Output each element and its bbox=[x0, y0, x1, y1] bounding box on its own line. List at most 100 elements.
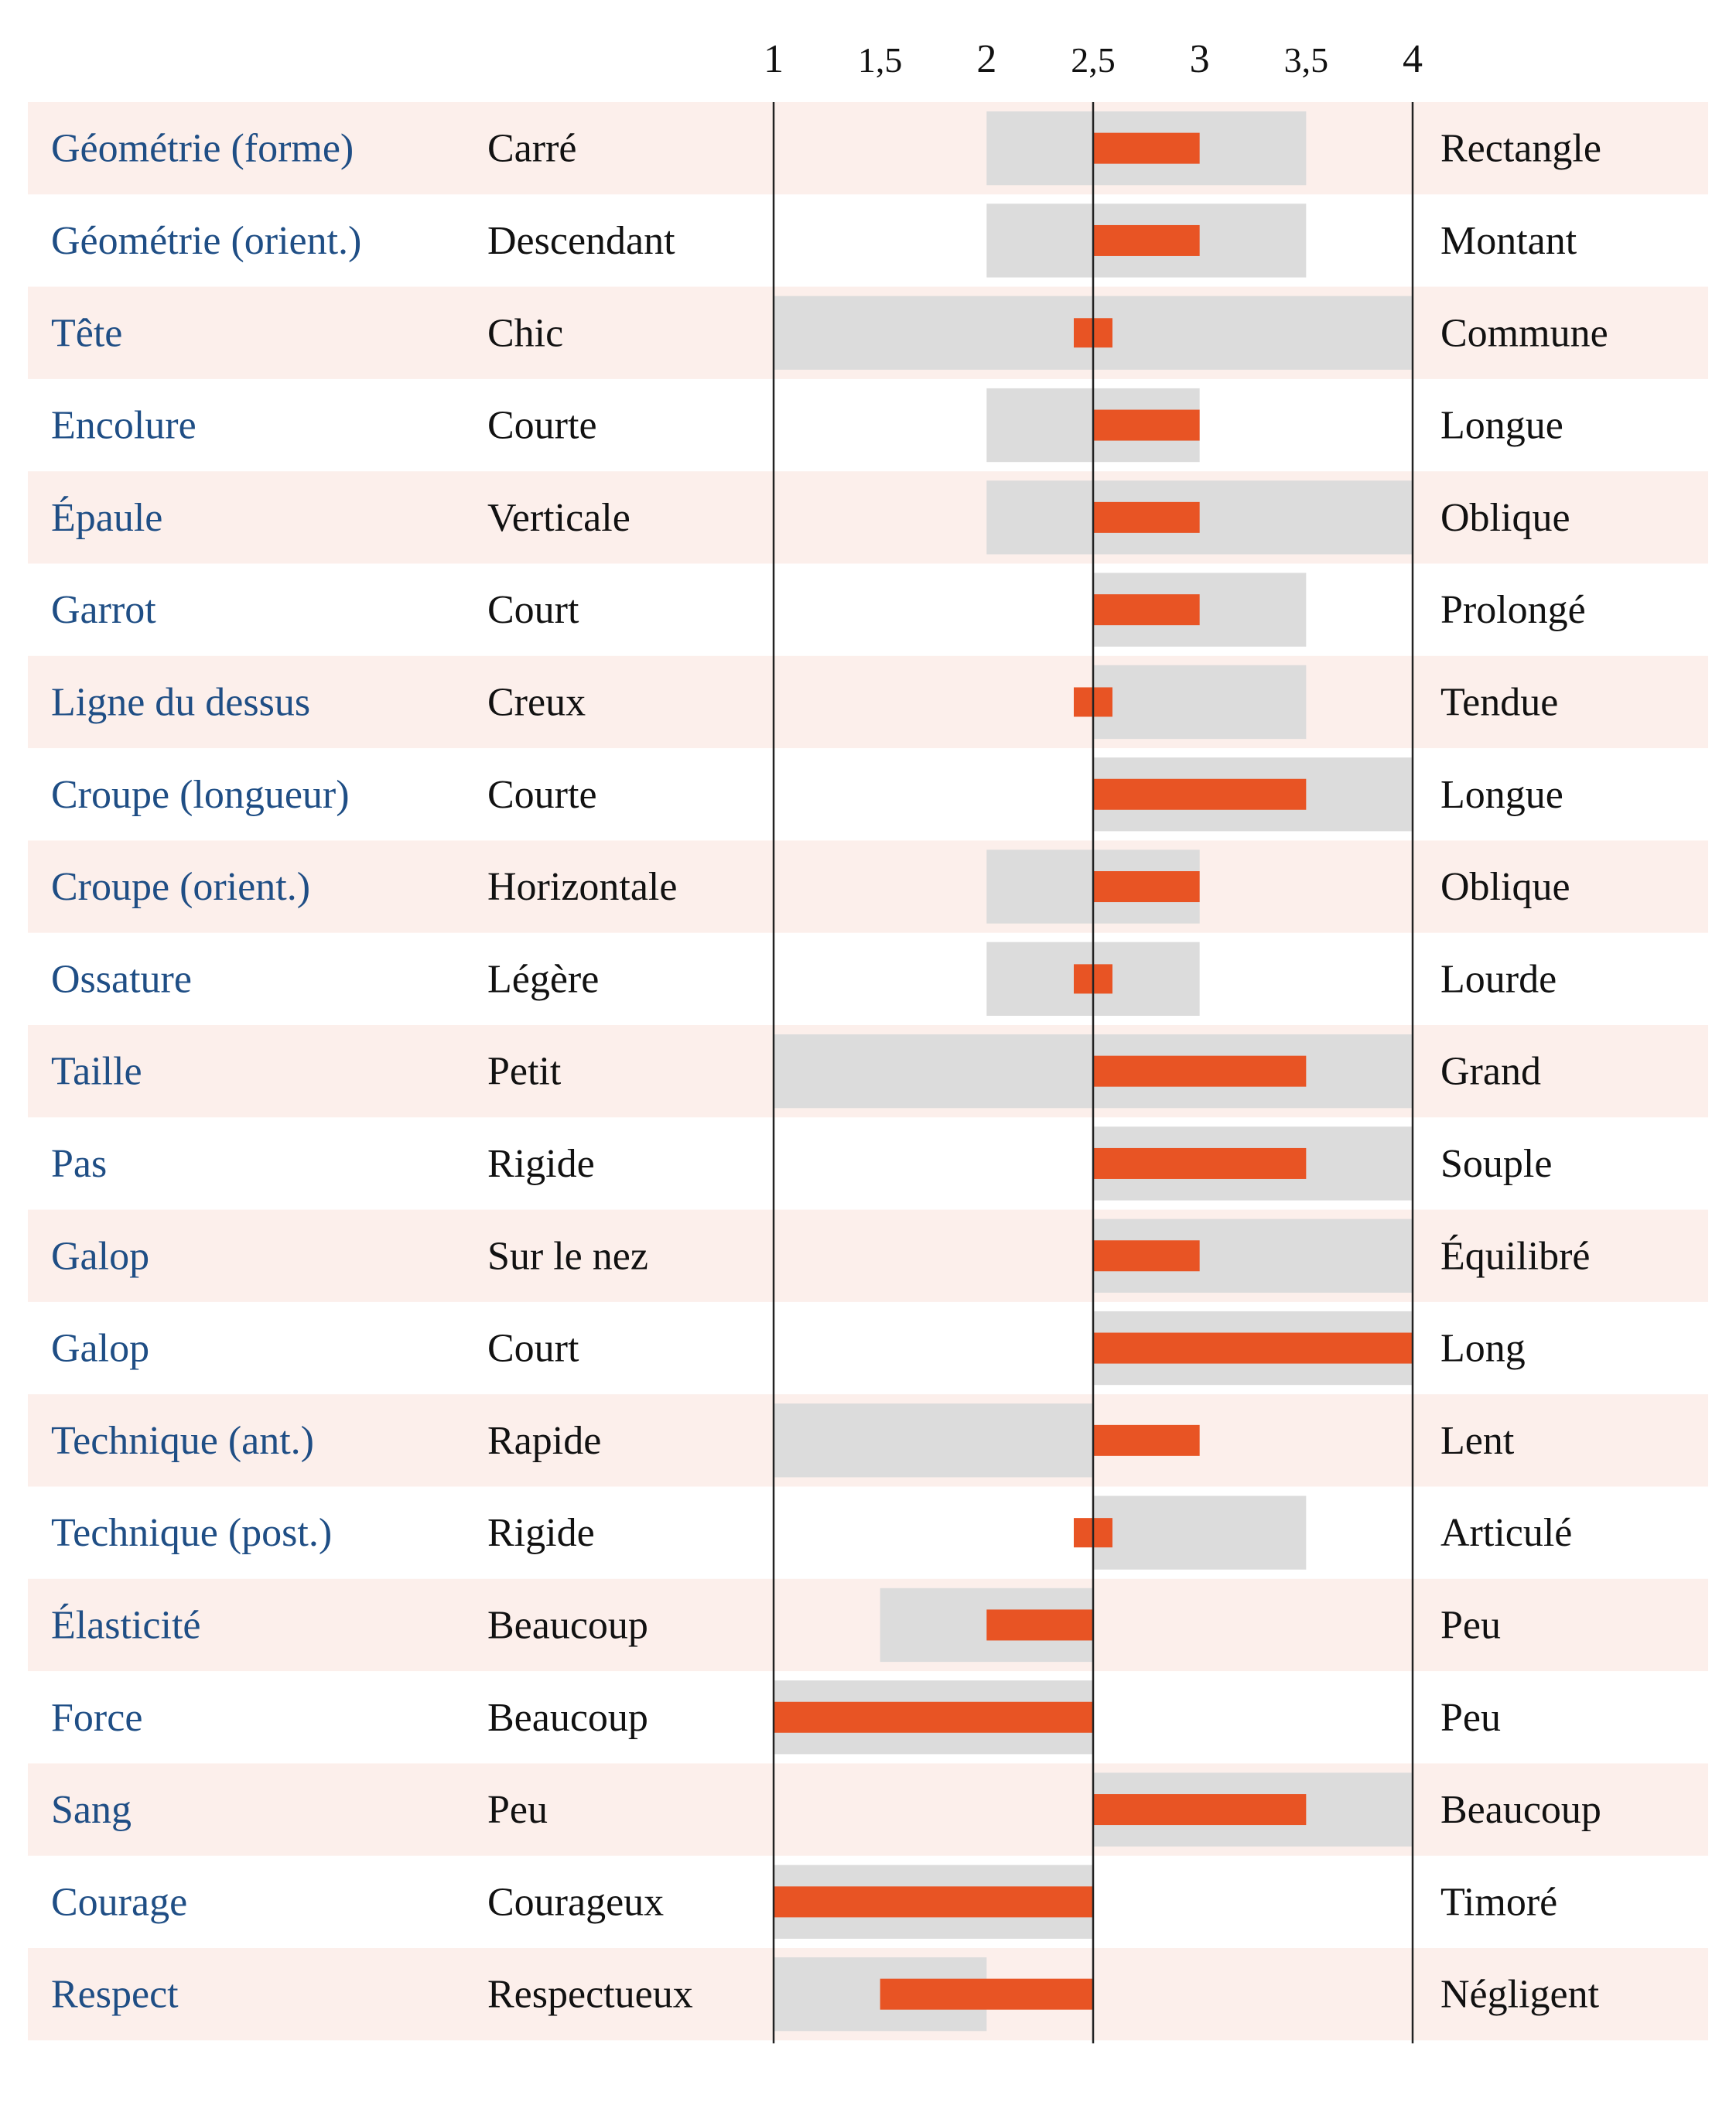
tick-label: 2 bbox=[976, 37, 996, 81]
range-bar bbox=[1093, 665, 1307, 740]
tick-label: 1 bbox=[764, 37, 784, 81]
trait-label: Force bbox=[51, 1696, 142, 1740]
left-extreme-label: Courageux bbox=[487, 1880, 664, 1924]
value-bar bbox=[1093, 871, 1200, 903]
trait-label: Taille bbox=[51, 1050, 142, 1094]
left-extreme-label: Horizontale bbox=[487, 865, 677, 909]
axis-lines bbox=[772, 102, 1414, 2044]
range-bar bbox=[1093, 1495, 1307, 1570]
trait-label: Ossature bbox=[51, 957, 192, 1001]
trait-label: Courage bbox=[51, 1880, 187, 1924]
left-extreme-label: Chic bbox=[487, 311, 563, 355]
left-extreme-label: Creux bbox=[487, 680, 586, 724]
left-extreme-label: Courte bbox=[487, 404, 597, 448]
right-extreme-label: Négligent bbox=[1440, 1973, 1600, 2017]
trait-label: Pas bbox=[51, 1142, 107, 1186]
range-bar bbox=[774, 1403, 1093, 1478]
row-band bbox=[28, 840, 1708, 933]
left-extreme-label: Beaucoup bbox=[487, 1696, 648, 1740]
value-bars bbox=[774, 132, 1413, 2010]
left-extreme-label: Sur le nez bbox=[487, 1234, 648, 1278]
trait-label: Croupe (orient.) bbox=[51, 865, 310, 909]
right-extreme-label: Rectangle bbox=[1440, 127, 1601, 171]
left-extreme-label: Respectueux bbox=[487, 1973, 693, 2017]
left-extreme-label: Rapide bbox=[487, 1419, 601, 1463]
trait-label: Galop bbox=[51, 1327, 149, 1371]
left-extreme-label: Courte bbox=[487, 773, 597, 817]
tick-labels: 1 1,5 2 2,5 3 3,5 4 bbox=[764, 37, 1423, 81]
left-extreme-label: Carré bbox=[487, 127, 576, 171]
right-extreme-label: Oblique bbox=[1440, 496, 1570, 540]
row-band bbox=[28, 471, 1708, 564]
value-bar bbox=[880, 1978, 1093, 2010]
value-bar bbox=[1093, 778, 1307, 810]
trait-label: Ligne du dessus bbox=[51, 680, 310, 724]
row-labels: Géométrie (forme) Carré Rectangle Géométrie… bbox=[51, 127, 1608, 2017]
value-bar bbox=[1093, 1424, 1200, 1456]
value-bar bbox=[1093, 1147, 1307, 1179]
left-extreme-label: Petit bbox=[487, 1050, 562, 1094]
right-extreme-label: Articulé bbox=[1440, 1511, 1572, 1555]
right-extreme-label: Commune bbox=[1440, 311, 1608, 355]
trait-label: Élasticité bbox=[51, 1602, 200, 1647]
trait-label: Technique (ant.) bbox=[51, 1419, 314, 1463]
trait-label: Technique (post.) bbox=[51, 1511, 332, 1555]
value-bar bbox=[986, 1609, 1093, 1641]
right-extreme-label: Longue bbox=[1440, 773, 1563, 817]
left-extreme-label: Court bbox=[487, 588, 579, 632]
trait-label: Tête bbox=[51, 311, 122, 355]
value-bar bbox=[1093, 1240, 1200, 1272]
right-extreme-label: Timoré bbox=[1440, 1880, 1557, 1924]
tick-label: 3,5 bbox=[1284, 40, 1329, 80]
tick-label: 1,5 bbox=[858, 40, 903, 80]
row-band bbox=[28, 655, 1708, 749]
value-bar bbox=[1093, 132, 1200, 164]
right-extreme-label: Montant bbox=[1440, 219, 1577, 263]
value-bar bbox=[774, 1886, 1093, 1918]
left-extreme-label: Beaucoup bbox=[487, 1603, 648, 1647]
trait-label: Garrot bbox=[51, 588, 156, 632]
value-bar bbox=[774, 1701, 1093, 1733]
row-band bbox=[28, 1578, 1708, 1672]
left-extreme-label: Rigide bbox=[487, 1511, 595, 1555]
row-band bbox=[28, 102, 1708, 195]
left-extreme-label: Verticale bbox=[487, 496, 630, 540]
trait-label: Géométrie (orient.) bbox=[51, 219, 361, 263]
right-extreme-label: Souple bbox=[1440, 1142, 1552, 1186]
right-extreme-label: Prolongé bbox=[1440, 588, 1586, 632]
right-extreme-label: Peu bbox=[1440, 1696, 1501, 1740]
left-extreme-label: Descendant bbox=[487, 219, 675, 263]
row-band bbox=[28, 1763, 1708, 1856]
trait-label: Galop bbox=[51, 1234, 149, 1278]
trait-label: Encolure bbox=[51, 404, 196, 448]
value-bar bbox=[1093, 501, 1200, 533]
value-bar bbox=[1093, 1055, 1307, 1087]
right-extreme-label: Oblique bbox=[1440, 865, 1570, 909]
right-extreme-label: Longue bbox=[1440, 404, 1563, 448]
right-extreme-label: Équilibré bbox=[1440, 1233, 1591, 1278]
row-band bbox=[28, 1209, 1708, 1302]
left-extreme-label: Rigide bbox=[487, 1142, 595, 1186]
value-bar bbox=[1093, 224, 1200, 256]
left-extreme-label: Court bbox=[487, 1327, 579, 1371]
tick-label: 4 bbox=[1403, 37, 1423, 81]
trait-label: Sang bbox=[51, 1788, 132, 1832]
value-bar bbox=[1093, 1332, 1413, 1364]
left-extreme-label: Peu bbox=[487, 1788, 548, 1832]
value-bar bbox=[1093, 594, 1200, 626]
right-extreme-label: Long bbox=[1440, 1327, 1526, 1371]
tick-label: 3 bbox=[1190, 37, 1210, 81]
right-extreme-label: Lourde bbox=[1440, 957, 1557, 1001]
value-bar bbox=[1093, 1794, 1307, 1826]
tick-label: 2,5 bbox=[1071, 40, 1116, 80]
trait-label: Respect bbox=[51, 1973, 179, 2017]
right-extreme-label: Grand bbox=[1440, 1050, 1541, 1094]
trait-label: Croupe (longueur) bbox=[51, 773, 350, 817]
trait-label: Géométrie (forme) bbox=[51, 127, 354, 171]
trait-label: Épaule bbox=[51, 495, 162, 540]
right-extreme-label: Tendue bbox=[1440, 680, 1558, 724]
right-extreme-label: Beaucoup bbox=[1440, 1788, 1601, 1832]
right-extreme-label: Lent bbox=[1440, 1419, 1515, 1463]
left-extreme-label: Légère bbox=[487, 957, 599, 1001]
